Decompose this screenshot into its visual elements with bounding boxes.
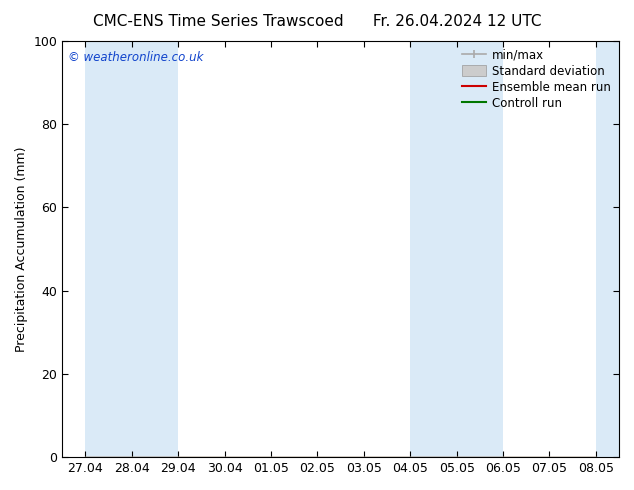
Bar — [596, 41, 634, 457]
Y-axis label: Precipitation Accumulation (mm): Precipitation Accumulation (mm) — [15, 146, 28, 352]
Legend: min/max, Standard deviation, Ensemble mean run, Controll run: min/max, Standard deviation, Ensemble me… — [458, 44, 616, 115]
Bar — [410, 41, 456, 457]
Text: CMC-ENS Time Series Trawscoed      Fr. 26.04.2024 12 UTC: CMC-ENS Time Series Trawscoed Fr. 26.04.… — [93, 14, 541, 29]
Bar — [86, 41, 132, 457]
Text: © weatheronline.co.uk: © weatheronline.co.uk — [68, 51, 204, 64]
Bar — [132, 41, 178, 457]
Bar — [456, 41, 503, 457]
